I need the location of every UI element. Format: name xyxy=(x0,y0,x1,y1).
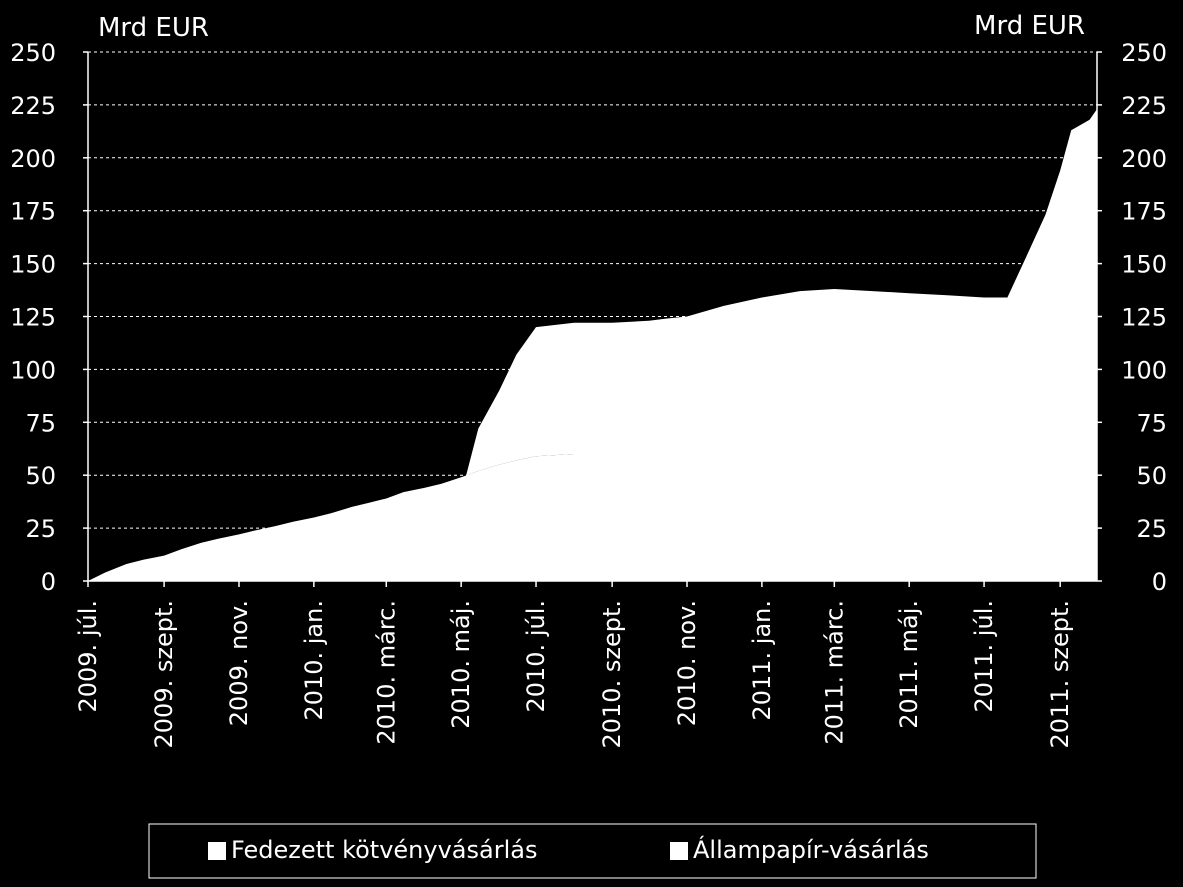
x-tick-label: 2010. júl. xyxy=(522,600,550,713)
legend-swatch-covered-bonds xyxy=(208,842,226,860)
x-tick-label: 2009. júl. xyxy=(74,600,102,713)
y-tick-label-right: 175 xyxy=(1121,198,1167,226)
y-tick-label-left: 75 xyxy=(25,409,56,437)
y-tick-label-left: 150 xyxy=(10,251,56,279)
y-tick-label-left: 100 xyxy=(10,356,56,384)
legend-swatch-government-bonds xyxy=(670,842,688,860)
y-tick-label-right: 25 xyxy=(1136,515,1167,543)
x-tick-label: 2010. jan. xyxy=(300,600,328,721)
x-axis-ticks: 2009. júl. 2009. szept. 2009. nov. 2010. ja… xyxy=(74,581,1074,748)
legend-frame xyxy=(148,823,1037,879)
y-tick-label-left: 250 xyxy=(10,39,56,67)
series-area-allampapir-vasarlas xyxy=(88,109,1097,581)
y-tick-label-right: 100 xyxy=(1121,356,1167,384)
x-tick-label: 2011. júl. xyxy=(970,600,998,713)
x-tick-label: 2011. márc. xyxy=(820,600,848,745)
y-tick-label-right: 250 xyxy=(1121,39,1167,67)
x-tick-label: 2010. nov. xyxy=(673,600,701,726)
right-unit-label: Mrd EUR xyxy=(974,11,1085,41)
y-tick-label-right: 225 xyxy=(1121,92,1167,120)
y-tick-label-left: 125 xyxy=(10,304,56,332)
plot-area xyxy=(88,109,1097,581)
y-tick-label-right: 200 xyxy=(1121,145,1167,173)
y-axis-left-ticks: 0 25 50 75 100 125 150 175 200 225 250 xyxy=(10,39,88,596)
y-axis-right-ticks: 0 25 50 75 100 125 150 175 200 225 250 xyxy=(1097,39,1167,596)
y-tick-label-left: 0 xyxy=(41,568,56,596)
y-tick-label-right: 75 xyxy=(1136,409,1167,437)
y-tick-label-left: 200 xyxy=(10,145,56,173)
y-tick-label-left: 25 xyxy=(25,515,56,543)
y-tick-label-right: 0 xyxy=(1152,568,1167,596)
series-area-fedezett-kotvenyvasarlas xyxy=(88,454,1097,581)
x-tick-label: 2009. nov. xyxy=(225,600,253,726)
left-unit-label: Mrd EUR xyxy=(98,13,209,43)
x-tick-label: 2010. máj. xyxy=(447,600,475,729)
y-tick-label-left: 50 xyxy=(25,462,56,490)
y-tick-label-left: 175 xyxy=(10,198,56,226)
x-tick-label: 2011. jan. xyxy=(748,600,776,721)
x-tick-label: 2010. szept. xyxy=(598,600,626,748)
y-tick-label-right: 50 xyxy=(1136,462,1167,490)
y-tick-label-left: 225 xyxy=(10,92,56,120)
legend-label-government-bonds: Állampapír-vásárlás xyxy=(693,835,929,864)
legend-label-covered-bonds: Fedezett kötvényvásárlás xyxy=(231,836,537,864)
x-tick-label: 2011. szept. xyxy=(1046,600,1074,748)
legend: Fedezett kötvényvásárlás Állampapír-vásá… xyxy=(148,823,1037,879)
x-tick-label: 2010. márc. xyxy=(372,600,400,745)
x-tick-label: 2011. máj. xyxy=(895,600,923,729)
y-tick-label-right: 150 xyxy=(1121,251,1167,279)
x-tick-label: 2009. szept. xyxy=(150,600,178,748)
y-tick-label-right: 125 xyxy=(1121,304,1167,332)
